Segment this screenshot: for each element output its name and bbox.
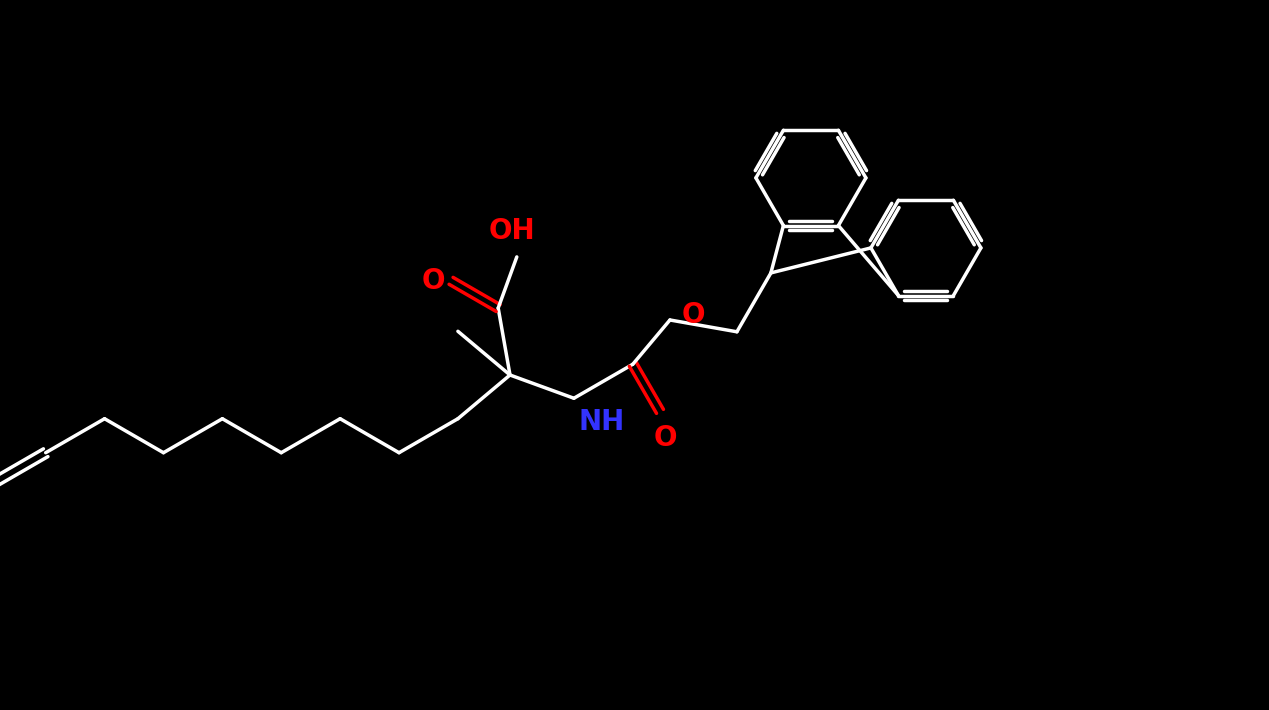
Text: O: O	[421, 267, 445, 295]
Text: NH: NH	[579, 408, 626, 436]
Text: OH: OH	[489, 217, 536, 245]
Text: O: O	[681, 301, 706, 329]
Text: O: O	[654, 425, 676, 452]
